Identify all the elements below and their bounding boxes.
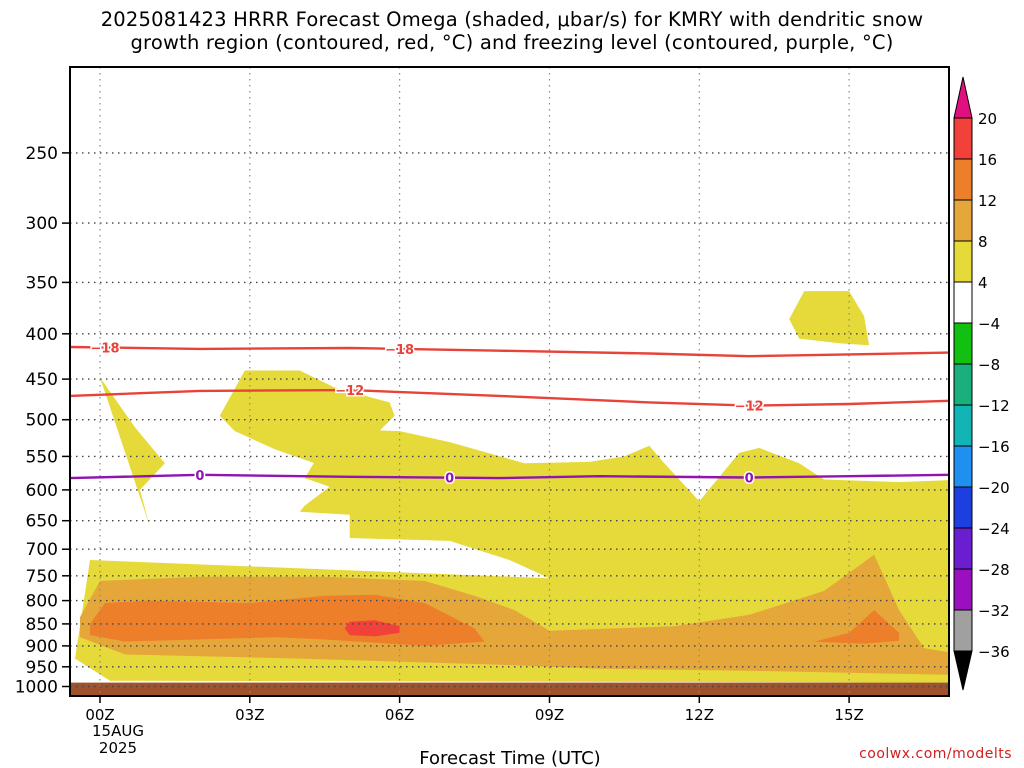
contour-label-1-0: −12 xyxy=(335,384,364,399)
x-tick-label-1: 03Z xyxy=(235,706,264,724)
colorbar-band-4 xyxy=(953,281,973,324)
x-tick-label-4: 12Z xyxy=(685,706,714,724)
contour-label-2-1: 0 xyxy=(445,472,454,487)
credit-text: coolwx.com/modelts xyxy=(859,746,1012,762)
y-tick-label-900: 900 xyxy=(26,637,58,657)
y-tick-label-500: 500 xyxy=(26,411,58,431)
contour-label-0-1: −18 xyxy=(385,343,414,358)
colorbar-label-7: −12 xyxy=(978,397,1010,415)
colorbar-band-1 xyxy=(953,158,973,201)
ground-terrain xyxy=(70,682,949,696)
x-axis-label: Forecast Time (UTC) xyxy=(419,748,600,768)
plot-frame xyxy=(69,66,950,697)
y-tick-label-300: 300 xyxy=(26,214,58,234)
omega-region-4-2 xyxy=(789,291,870,346)
colorbar-band-5 xyxy=(953,322,973,365)
colorbar-label-11: −28 xyxy=(978,561,1010,579)
colorbar-label-10: −24 xyxy=(978,520,1010,538)
colorbar-label-12: −32 xyxy=(978,602,1010,620)
x-tick-label-5: 15Z xyxy=(834,706,863,724)
colorbar-label-3: 8 xyxy=(978,233,988,251)
omega-region-8-0 xyxy=(80,554,949,675)
chart-title: 2025081423 HRRR Forecast Omega (shaded, … xyxy=(0,8,1024,54)
contour-label-0-0: −18 xyxy=(91,342,120,357)
y-tick-label-600: 600 xyxy=(26,481,58,501)
y-tick-label-700: 700 xyxy=(26,540,58,560)
colorbar-band-2 xyxy=(953,199,973,242)
colorbar-top-arrow xyxy=(953,76,973,119)
y-tick-label-550: 550 xyxy=(26,447,58,467)
x-tick-label-3: 09Z xyxy=(535,706,564,724)
omega-region-12-1 xyxy=(814,610,900,644)
colorbar-bottom-arrow xyxy=(953,650,973,691)
colorbar-band-7 xyxy=(953,404,973,447)
colorbar-band-0 xyxy=(953,117,973,160)
colorbar-label-0: 20 xyxy=(978,110,997,128)
colorbar-band-6 xyxy=(953,363,973,406)
colorbar-band-9 xyxy=(953,486,973,529)
colorbar-label-4: 4 xyxy=(978,274,988,292)
chart-title-line-1: 2025081423 HRRR Forecast Omega (shaded, … xyxy=(100,8,924,31)
x-tick-label-0: 00Z xyxy=(85,706,114,724)
colorbar-band-10 xyxy=(953,527,973,570)
y-tick-label-800: 800 xyxy=(26,592,58,612)
y-tick-label-650: 650 xyxy=(26,512,58,532)
x-date-label-year: 2025 xyxy=(99,739,137,757)
y-tick-label-350: 350 xyxy=(26,273,58,293)
contour-line-0 xyxy=(70,345,949,358)
colorbar: 20 16 12 8 4 −4 −8 −12 −16 −20 −24 −28 −32 −36 xyxy=(953,76,1010,691)
colorbar-label-6: −8 xyxy=(978,356,1000,374)
colorbar-band-3 xyxy=(953,240,973,283)
contour-label-2-0: 0 xyxy=(195,469,204,484)
x-date-label-day: 15AUG xyxy=(92,722,144,740)
contour-line-1 xyxy=(70,388,949,407)
colorbar-label-8: −16 xyxy=(978,438,1010,456)
contour-line-2 xyxy=(70,473,949,480)
colorbar-band-11 xyxy=(953,568,973,611)
y-tick-label-450: 450 xyxy=(26,370,58,390)
colorbar-label-5: −4 xyxy=(978,315,1000,333)
y-tick-label-750: 750 xyxy=(26,567,58,587)
contour-label-1-1: −12 xyxy=(735,400,764,415)
y-tick-label-850: 850 xyxy=(26,615,58,635)
chart-title-line-2: growth region (contoured, red, °C) and f… xyxy=(130,31,894,54)
colorbar-label-13: −36 xyxy=(978,643,1010,661)
y-tick-label-400: 400 xyxy=(26,325,58,345)
contour-label-2-2: 0 xyxy=(745,472,754,487)
x-tick-label-2: 06Z xyxy=(385,706,414,724)
y-tick-label-950: 950 xyxy=(26,658,58,678)
y-tick-label-1000: 1000 xyxy=(15,678,58,698)
omega-region-4-1 xyxy=(219,370,395,467)
colorbar-label-9: −20 xyxy=(978,479,1010,497)
y-tick-label-250: 250 xyxy=(26,144,58,164)
colorbar-label-2: 12 xyxy=(978,192,997,210)
colorbar-band-12 xyxy=(953,609,973,652)
colorbar-band-8 xyxy=(953,445,973,488)
colorbar-label-1: 16 xyxy=(978,151,997,169)
